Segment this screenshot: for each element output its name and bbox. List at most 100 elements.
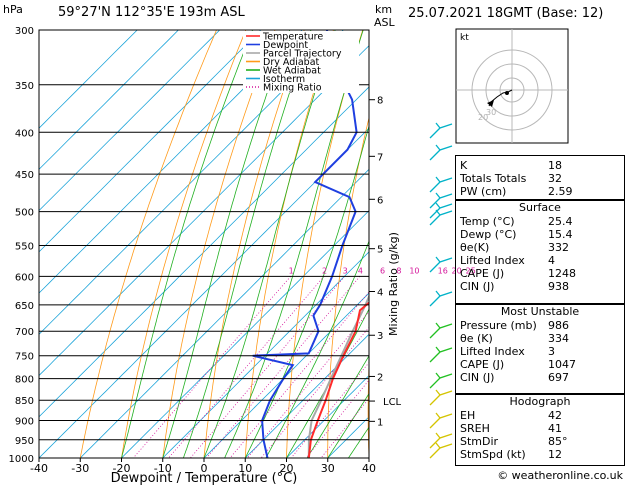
- index-row: θe (K) 334: [460, 332, 569, 345]
- mixing-ratio-line: [168, 276, 325, 458]
- most-unstable-box: Most Unstable Pressure (mb) 986 θe (K) 334…: [455, 304, 625, 394]
- hodograph-ring-label: 30: [486, 108, 496, 117]
- km-tick-label: 2: [377, 372, 383, 383]
- km-tick-label: 4: [377, 287, 383, 298]
- surface-title: Surface: [519, 201, 561, 214]
- legend-entry: Dry Adiabat: [263, 57, 320, 68]
- x-tick-label: -40: [30, 462, 48, 475]
- index-row: Totals Totals 32: [460, 172, 562, 185]
- pressure-tick-label: 800: [15, 375, 34, 386]
- index-row: CIN (J) 697: [460, 371, 569, 384]
- wind-barb-flag: [435, 372, 441, 379]
- wet-adiabat-line: [203, 30, 336, 458]
- index-row: CAPE (J) 1248: [460, 267, 576, 280]
- wind-barb: [429, 203, 453, 219]
- hodograph-indices-box: Hodograph EH 42 SREH 41 StmDir 85° StmSpd (…: [455, 394, 625, 466]
- mixing-ratio-line: [320, 397, 369, 458]
- mixing-ratio-line: [305, 379, 369, 458]
- mixing-ratio-label: 8: [396, 266, 401, 275]
- surface-box: Surface Temp (°C) 25.4 Dewp (°C) 15.4 θe(K…: [455, 200, 625, 304]
- pressure-tick-label: 600: [15, 272, 34, 283]
- wind-barb-flag: [435, 122, 441, 129]
- x-tick-label: -10: [154, 462, 172, 475]
- km-tick-label: 6: [377, 195, 383, 206]
- asl-unit-label: ASL: [374, 16, 395, 29]
- mixing-ratio-label: 3: [343, 266, 348, 275]
- pressure-tick-label: 300: [15, 26, 34, 37]
- mixing-ratio-label: 25: [466, 266, 476, 275]
- location-title: 59°27'N 112°35'E 193m ASL: [58, 5, 245, 20]
- pressure-tick-label: 500: [15, 208, 34, 219]
- isotherm-line: [39, 30, 303, 294]
- dry-adiabat-line: [162, 30, 276, 458]
- x-tick-label: 30: [321, 462, 335, 475]
- isotherm-line: [39, 30, 262, 253]
- hodograph-title: Hodograph: [509, 395, 571, 408]
- wind-barb-flag: [435, 192, 441, 199]
- pressure-tick-label: 650: [15, 301, 34, 312]
- hpa-unit-label: hPa: [3, 3, 23, 16]
- pressure-tick-label: 350: [15, 81, 34, 92]
- isotherm-line: [39, 30, 344, 335]
- wind-barb: [429, 433, 453, 449]
- mixing-ratio-line: [247, 310, 369, 458]
- index-row: StmSpd (kt) 12: [460, 448, 562, 461]
- datetime-title: 25.07.2021 18GMT (Base: 12): [408, 6, 604, 21]
- legend-entry: Temperature: [262, 32, 323, 43]
- wind-barb-flag: [435, 176, 441, 183]
- pressure-tick-label: 400: [15, 128, 34, 139]
- hodograph-unit-label: kt: [460, 33, 469, 43]
- wind-barb: [429, 347, 453, 363]
- mixing-ratio-label: 10: [409, 266, 419, 275]
- km-unit-label: km: [375, 3, 393, 16]
- hodograph: kt 20 30: [455, 28, 569, 144]
- mixing-ratio-label: 1: [289, 266, 294, 275]
- x-tick-label: -20: [113, 462, 131, 475]
- wind-barb-flag: [435, 144, 441, 151]
- mixing-ratio-label: 20: [452, 266, 462, 275]
- wet-adiabat-line: [286, 308, 369, 458]
- legend-entry: Mixing Ratio: [263, 83, 322, 94]
- wind-barb: [429, 323, 453, 339]
- x-tick-label: 0: [201, 462, 208, 475]
- x-axis-label: Dewpoint / Temperature (°C): [111, 471, 298, 486]
- pressure-tick-label: 850: [15, 396, 34, 407]
- index-row: K 18: [460, 159, 562, 172]
- mixing-ratio-label: 4: [358, 266, 363, 275]
- index-row: Lifted Index 4: [460, 254, 555, 267]
- pressure-tick-label: 1000: [9, 454, 34, 465]
- index-row: Dewp (°C) 15.4: [460, 228, 573, 241]
- x-tick-label: 40: [362, 462, 376, 475]
- index-row: StmDir 85°: [460, 435, 568, 448]
- credit-footer: © weatheronline.co.uk: [497, 469, 623, 482]
- km-tick-label: LCL: [383, 397, 402, 408]
- pressure-tick-label: 700: [15, 327, 34, 338]
- pressure-tick-label: 750: [15, 352, 34, 363]
- wind-barb-flag: [435, 389, 441, 396]
- wind-barb: [429, 123, 453, 139]
- index-row: SREH 41: [460, 422, 562, 435]
- wind-barb-flag: [435, 322, 441, 329]
- pressure-tick-label: 900: [15, 417, 34, 428]
- isotherm-line: [39, 30, 220, 212]
- isotherm-line: [39, 127, 369, 458]
- isotherm-line: [39, 30, 179, 170]
- wind-barb-flag: [435, 256, 441, 263]
- mixing-ratio-line: [132, 276, 291, 458]
- wind-barb-flag: [435, 346, 441, 353]
- wet-adiabat-line: [121, 30, 253, 458]
- isotherm-line: [39, 86, 369, 418]
- wind-barb: [429, 193, 453, 209]
- wind-barb-flag: [435, 202, 441, 209]
- index-row: θe(K) 332: [460, 241, 569, 254]
- wet-adiabat-line: [162, 30, 291, 458]
- km-tick-label: 8: [377, 96, 383, 107]
- mixing-ratio-line: [229, 291, 369, 458]
- index-row: CAPE (J) 1047: [460, 358, 576, 371]
- pressure-tick-label: 950: [15, 436, 34, 447]
- legend-entry: Parcel Trajectory: [263, 49, 342, 60]
- mixing-ratio-label: 16: [438, 266, 448, 275]
- legend-entry: Dewpoint: [263, 40, 308, 51]
- wind-barb: [429, 291, 453, 307]
